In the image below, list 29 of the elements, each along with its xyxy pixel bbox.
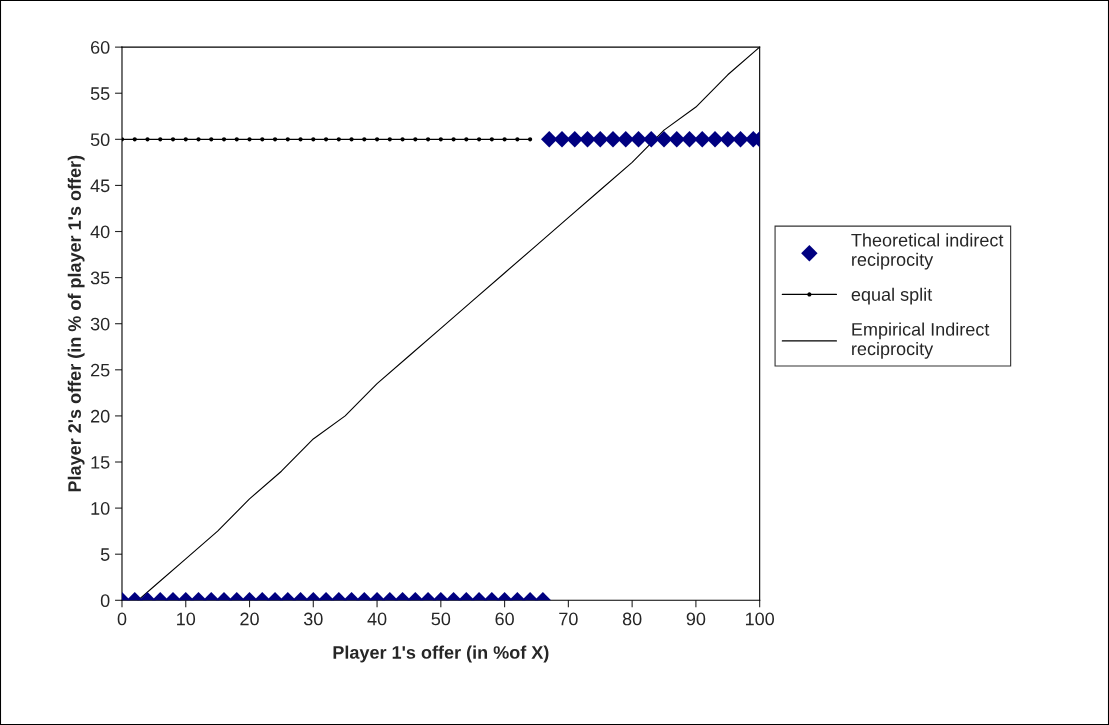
y-tick-label: 20 (91, 409, 110, 423)
x-tick-label: 40 (367, 612, 387, 626)
y-tick-label: 30 (90, 317, 110, 331)
x-tick-label: 0 (117, 612, 127, 626)
x-axis-title: Player 1's offer (in %of X) (333, 645, 549, 663)
legend-label: equal split (851, 287, 933, 305)
y-tick-label: 60 (91, 41, 110, 54)
x-tick-label: 10 (177, 612, 196, 626)
y-tick-label: 45 (90, 179, 110, 193)
y-tick-label: 10 (91, 502, 110, 515)
x-tick-label: 30 (303, 612, 323, 626)
x-tick-label: 50 (431, 612, 451, 626)
legend-label: Empirical Indirect reciprocity (852, 322, 990, 359)
y-tick-label: 5 (100, 548, 110, 561)
y-axis-title: Player 2's offer (in % of player 1's offer) (67, 155, 85, 492)
y-tick-label: 50 (90, 133, 110, 147)
y-tick-label: 0 (100, 594, 110, 608)
y-tick-label: 40 (90, 225, 110, 239)
y-tick-label: 25 (91, 363, 110, 377)
y-tick-label: 35 (90, 271, 110, 285)
legend-label: Theoretical indirect reciprocity (851, 233, 1004, 270)
x-tick-label: 60 (495, 612, 514, 626)
y-tick-label: 55 (90, 87, 110, 100)
x-tick-label: 90 (686, 612, 706, 626)
x-tick-label: 100 (745, 612, 775, 626)
x-tick-label: 20 (240, 612, 259, 626)
y-tick-label: 15 (91, 456, 110, 469)
x-tick-label: 70 (559, 612, 578, 626)
x-tick-label: 80 (622, 612, 642, 626)
